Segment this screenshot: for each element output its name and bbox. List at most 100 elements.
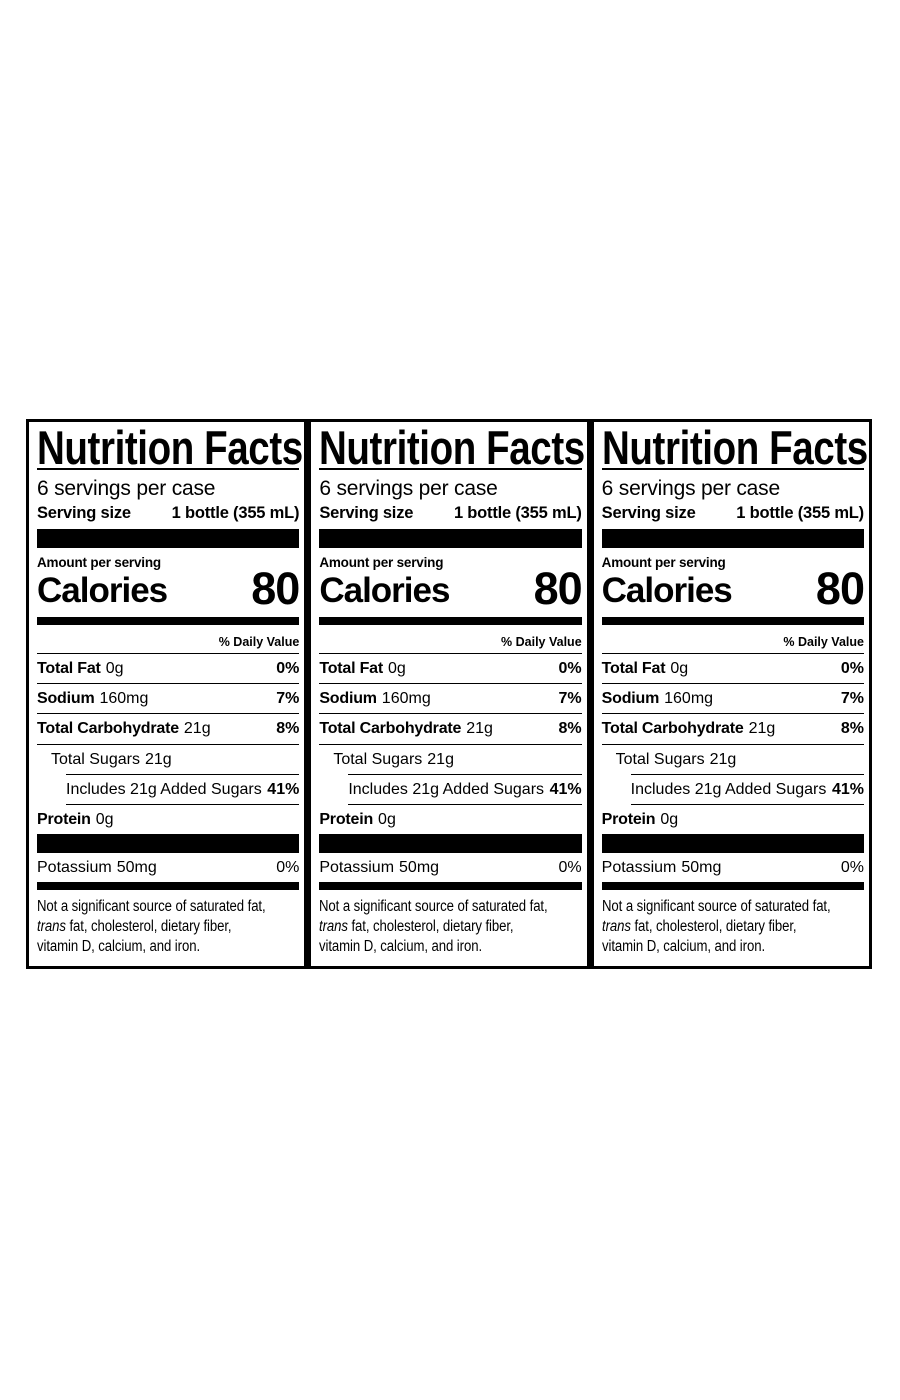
- nutrient-row-total-carbohydrate: Total Carbohydrate 21g 8%: [319, 714, 582, 745]
- nutrient-amount: 50mg: [116, 859, 157, 877]
- servings-per-case: 6 servings per case: [319, 477, 498, 500]
- calories-row: Calories 80: [319, 563, 583, 615]
- indented-rule: [630, 804, 864, 806]
- nutrient-name: Potassium: [37, 859, 112, 877]
- nutrient-text: Total Sugars 21g: [616, 750, 737, 769]
- nutrient-name: Total Sugars: [333, 750, 423, 768]
- nutrient-row-total-sugars: Total Sugars 21g: [602, 745, 864, 774]
- nutrient-amount: 21g: [427, 750, 454, 768]
- calories-value: 80: [251, 563, 300, 615]
- calories-label: Calories: [601, 571, 733, 611]
- nutrient-amount: 0g: [105, 660, 124, 678]
- nutrient-text: Total Carbohydrate 21g: [37, 719, 211, 738]
- daily-value: 0%: [276, 660, 300, 678]
- footnote-line: vitamin D, calcium, and iron.: [319, 938, 483, 956]
- footnote-line: vitamin D, calcium, and iron.: [601, 938, 765, 956]
- daily-value: 7%: [558, 690, 582, 708]
- daily-value: 7%: [840, 690, 864, 708]
- daily-value: 8%: [276, 720, 300, 738]
- serving-size-row: Serving size 1 bottle (355 mL): [37, 504, 300, 523]
- nutrient-amount: 0g: [660, 811, 679, 829]
- nutrient-row-total-fat: Total Fat 0g 0%: [37, 654, 300, 685]
- nutrient-text: Sodium 160mg: [602, 689, 713, 708]
- nutrient-amount: 21g: [748, 720, 776, 738]
- footnote: Not a significant source of saturated fa…: [319, 897, 581, 957]
- nutrient-amount: 21g: [144, 750, 172, 768]
- daily-value: 8%: [840, 720, 864, 738]
- separator-bar-thick: [601, 834, 864, 854]
- separator-bar-medium: [319, 882, 582, 891]
- indented-rule: [348, 773, 582, 775]
- nutrient-text: Total Carbohydrate 21g: [319, 719, 493, 738]
- separator-bar-thick: [37, 834, 300, 854]
- nutrition-facts-label: Nutrition Facts 6 servings per case Serv…: [26, 419, 872, 970]
- footnote-line: trans fat, cholesterol, dietary fiber,: [319, 917, 542, 937]
- calories-label: Calories: [319, 571, 450, 611]
- nutrient-text: Potassium 50mg: [37, 858, 157, 877]
- nutrient-text: Total Fat 0g: [602, 659, 688, 678]
- separator-bar-thick: [319, 834, 582, 854]
- nutrient-name: Includes 21g Added Sugars: [630, 780, 827, 798]
- serving-size-value: 1 bottle (355 mL): [736, 504, 864, 523]
- nutrient-row-potassium: Potassium 50mg 0%: [602, 853, 864, 882]
- nutrient-name: Protein: [601, 811, 656, 829]
- nutrient-name: Includes 21g Added Sugars: [348, 780, 545, 798]
- nutrient-row-total-sugars: Total Sugars 21g: [37, 745, 299, 774]
- indented-rule: [348, 804, 582, 806]
- nutrient-row-total-carbohydrate: Total Carbohydrate 21g 8%: [37, 714, 300, 745]
- nutrient-name: Protein: [37, 811, 91, 829]
- separator-bar-thick: [319, 529, 582, 549]
- nutrient-text: Protein 0g: [319, 810, 396, 829]
- footnote-line: Not a significant source of saturated fa…: [601, 898, 831, 916]
- nutrient-amount: 21g: [466, 720, 493, 738]
- nutrient-amount: 160mg: [99, 690, 149, 708]
- nutrient-row-total-fat: Total Fat 0g 0%: [601, 654, 864, 685]
- nutrient-name: Total Sugars: [615, 750, 705, 768]
- nutrient-name: Total Fat: [37, 660, 101, 678]
- footnote-trans-italic: trans: [601, 918, 631, 936]
- indented-rule: [630, 773, 864, 775]
- footnote-line-rest: fat, cholesterol, dietary fiber,: [65, 918, 232, 936]
- separator-bar-medium: [601, 882, 864, 891]
- servings-per-case: 6 servings per case: [37, 477, 216, 500]
- daily-value: 41%: [267, 780, 300, 798]
- nutrient-text: Total Sugars 21g: [333, 750, 454, 769]
- nutrition-panel: Nutrition Facts 6 servings per case Serv…: [593, 422, 869, 967]
- separator-bar-thick: [37, 529, 300, 549]
- separator-bar-medium: [37, 882, 300, 891]
- separator-bar-medium: [319, 617, 582, 626]
- nutrition-panel: Nutrition Facts 6 servings per case Serv…: [311, 422, 587, 967]
- panel-title: Nutrition Facts: [37, 424, 303, 471]
- indented-rule: [66, 804, 300, 806]
- calories-row: Calories 80: [37, 563, 300, 615]
- nutrient-name: Potassium: [601, 859, 677, 877]
- footnote-line: vitamin D, calcium, and iron.: [37, 938, 201, 956]
- daily-value: 7%: [276, 690, 300, 708]
- nutrient-row-protein: Protein 0g: [37, 805, 299, 834]
- calories-value: 80: [533, 563, 583, 615]
- calories-row: Calories 80: [601, 563, 865, 615]
- footnote-trans-italic: trans: [37, 918, 66, 936]
- nutrient-amount: 0g: [95, 811, 114, 829]
- nutrient-text: Potassium 50mg: [319, 858, 439, 877]
- nutrient-amount: 160mg: [664, 690, 714, 708]
- daily-value-header: % Daily Value: [37, 625, 300, 655]
- nutrient-amount: 21g: [709, 750, 737, 768]
- serving-size-value: 1 bottle (355 mL): [171, 504, 300, 523]
- nutrient-name: Potassium: [319, 859, 395, 877]
- nutrient-name: Total Carbohydrate: [37, 720, 179, 738]
- nutrient-row-protein: Protein 0g: [319, 805, 581, 834]
- nutrient-text: Total Sugars 21g: [51, 750, 172, 769]
- calories-value: 80: [815, 563, 865, 615]
- footnote-trans-italic: trans: [319, 918, 349, 936]
- nutrient-amount: 0g: [670, 660, 689, 678]
- nutrient-amount: 50mg: [399, 859, 440, 877]
- nutrient-row-total-fat: Total Fat 0g 0%: [319, 654, 582, 685]
- nutrient-name: Total Sugars: [51, 750, 140, 768]
- nutrient-text: Sodium 160mg: [37, 689, 148, 708]
- daily-value: 0%: [840, 660, 864, 678]
- daily-value: 8%: [558, 720, 582, 738]
- footnote: Not a significant source of saturated fa…: [37, 897, 299, 957]
- daily-value: 0%: [558, 859, 582, 877]
- amount-per-serving-label: Amount per serving: [319, 555, 444, 571]
